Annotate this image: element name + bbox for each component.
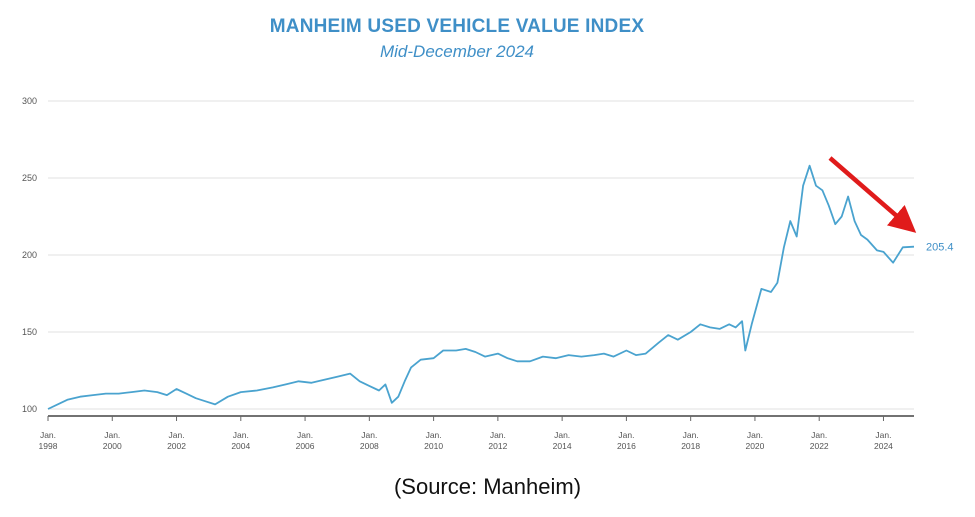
x-tick-label-year: 2008 <box>360 441 379 451</box>
x-axis-ticks: Jan.1998Jan.2000Jan.2002Jan.2004Jan.2006… <box>39 416 893 451</box>
gridlines <box>48 100 914 417</box>
x-tick-label-month: Jan. <box>554 430 570 440</box>
y-axis-ticks: 100 150 200 250 300 <box>22 96 37 414</box>
x-tick-label-year: 2010 <box>424 441 443 451</box>
end-value-label: 205.4 <box>926 242 954 254</box>
downward-trend-arrow <box>828 156 917 233</box>
x-tick-label-month: Jan. <box>40 430 56 440</box>
series-group <box>47 164 915 410</box>
x-tick-label-month: Jan. <box>683 430 699 440</box>
y-tick-label: 200 <box>22 250 37 260</box>
x-tick-label-year: 2016 <box>617 441 636 451</box>
x-tick-label-year: 2000 <box>103 441 122 451</box>
x-tick-label-year: 2018 <box>681 441 700 451</box>
x-tick-label-month: Jan. <box>490 430 506 440</box>
x-tick-label-year: 2014 <box>553 441 572 451</box>
x-tick-label-month: Jan. <box>297 430 313 440</box>
series-line <box>47 164 915 410</box>
chart-subtitle: Mid-December 2024 <box>379 42 534 61</box>
x-tick-label-year: 2022 <box>810 441 829 451</box>
chart-title: MANHEIM USED VEHICLE VALUE INDEX <box>269 16 645 37</box>
x-tick-label-year: 2004 <box>231 441 250 451</box>
x-tick-label-year: 2012 <box>488 441 507 451</box>
x-tick-label-month: Jan. <box>875 430 891 440</box>
y-tick-label: 100 <box>22 404 37 414</box>
x-tick-label-month: Jan. <box>747 430 763 440</box>
y-tick-label: 150 <box>22 327 37 337</box>
x-tick-label-month: Jan. <box>361 430 377 440</box>
x-tick-label-month: Jan. <box>233 430 249 440</box>
x-tick-label-year: 2002 <box>167 441 186 451</box>
x-tick-label-year: 2020 <box>745 441 764 451</box>
x-tick-label-month: Jan. <box>426 430 442 440</box>
x-tick-label-year: 2024 <box>874 441 893 451</box>
y-tick-label: 250 <box>22 173 37 183</box>
y-tick-label: 300 <box>22 96 37 106</box>
x-tick-label-month: Jan. <box>104 430 120 440</box>
x-tick-label-year: 2006 <box>296 441 315 451</box>
source-caption: (Source: Manheim) <box>393 474 582 499</box>
x-tick-label-month: Jan. <box>618 430 634 440</box>
x-tick-label-month: Jan. <box>168 430 184 440</box>
x-tick-label-month: Jan. <box>811 430 827 440</box>
x-tick-label-year: 1998 <box>39 441 58 451</box>
